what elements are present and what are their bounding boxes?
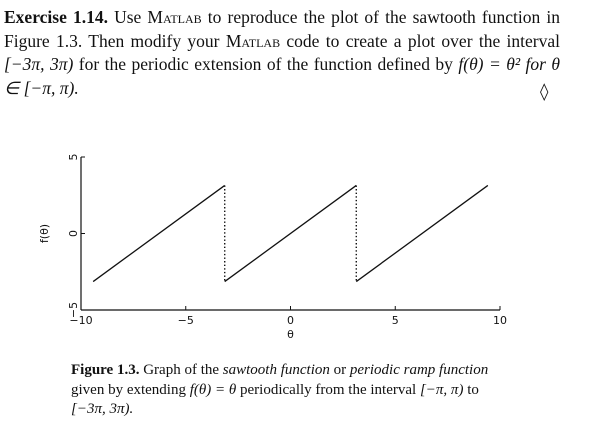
ramp-line-1 <box>224 184 357 283</box>
caption-text-3: given by extending <box>71 381 190 398</box>
caption-from-interval: [−π, π) <box>419 381 464 398</box>
caption-text-5: to <box>463 381 479 398</box>
ramp-line-2 <box>355 184 489 283</box>
matlab-2: Matlab <box>225 30 281 51</box>
plot-ticks: −10 −5 0 5 10−505 <box>67 154 507 328</box>
y-axis-label: f(θ) <box>38 224 51 243</box>
caption-text-4: periodically from the interval <box>236 381 420 398</box>
exercise-interval: [−3π, 3π) <box>4 54 74 74</box>
y-tick-label-1: 0 <box>67 230 80 237</box>
exercise-text: Exercise 1.14. Use Matlab to reproduce t… <box>4 6 560 100</box>
sawtooth-plot: −10 −5 0 5 10−505 θ f(θ) <box>38 154 507 342</box>
exercise-text-1: Use <box>107 7 148 27</box>
caption-text-1: Graph of the <box>139 362 223 378</box>
ramp-line-0 <box>92 184 226 283</box>
x-tick-label-0: −10 <box>69 314 92 327</box>
x-tick-label-3: 5 <box>392 314 399 327</box>
caption-text-2: or <box>329 362 350 378</box>
caption-term-2: periodic ramp function <box>349 362 489 378</box>
x-axis-label: θ <box>287 328 294 341</box>
y-tick-label-0: −5 <box>67 302 80 318</box>
exercise-definition: f(θ) = θ² for θ ∈ [−π, π). <box>4 54 560 98</box>
x-tick-label-1: −5 <box>178 314 194 327</box>
exercise-text-2: to reproduce the plot of the sawtooth fu… <box>4 7 560 51</box>
x-tick-label-4: 10 <box>493 314 507 327</box>
caption-formula: f(θ) = θ <box>189 381 237 398</box>
exercise-label: Exercise 1.14. <box>4 7 108 27</box>
x-tick-label-2: 0 <box>287 314 294 327</box>
caption-to-interval: [−3π, 3π). <box>71 401 134 417</box>
matlab-1: Matlab <box>147 7 202 27</box>
plot-lines <box>92 184 489 283</box>
y-tick-label-2: 5 <box>67 154 80 161</box>
exercise-text-4: for the periodic extension of the functi… <box>73 54 459 74</box>
end-of-exercise-diamond-icon: ◊ <box>540 82 549 102</box>
exercise-text-3: code to create a plot over the interval <box>280 30 560 51</box>
figure-caption: Figure 1.3. Graph of the sawtooth functi… <box>71 361 491 420</box>
caption-label: Figure 1.3. <box>71 362 140 378</box>
caption-term-1: sawtooth function <box>222 362 330 378</box>
